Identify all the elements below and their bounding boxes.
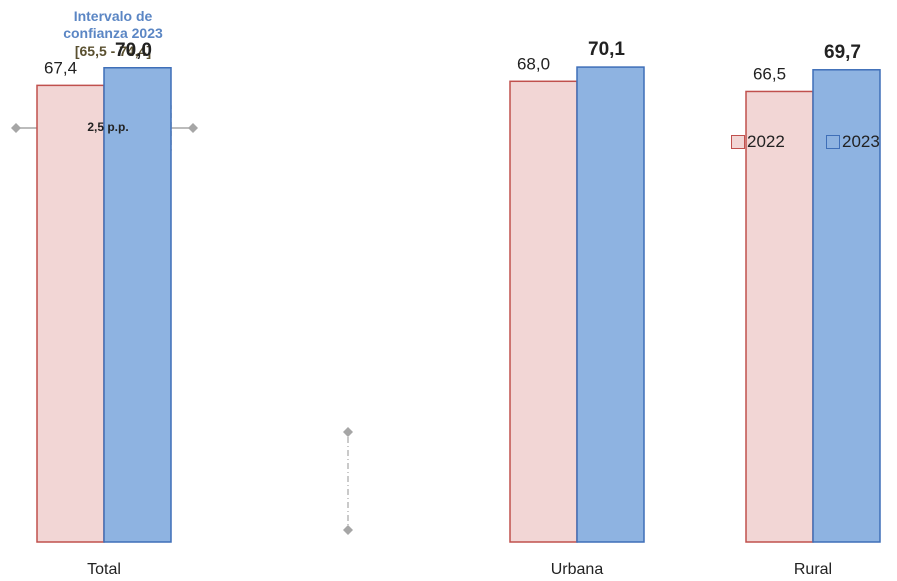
legend-swatch-2022 <box>731 135 745 149</box>
ci-title-line2: confianza 2023 <box>63 25 163 41</box>
bars-group: 67,4 70,0 Total 68,0 70,1 Urbana 66,5 69,7 Rural <box>36 39 881 578</box>
ci-pp-label: 2,5 p.p. <box>87 120 129 134</box>
separator-top-diamond-icon <box>343 427 353 437</box>
separator <box>343 427 353 535</box>
separator-bottom-diamond-icon <box>343 525 353 535</box>
data-label-total-2023: 70,0 <box>115 40 152 61</box>
bar-urbana-2023 <box>576 66 645 543</box>
bar-total-2023 <box>103 67 172 543</box>
category-label-urbana: Urbana <box>551 561 604 578</box>
confidence-interval-range: [65,5 - 74,4] <box>74 43 152 59</box>
data-label-rural-2023: 69,7 <box>824 42 861 63</box>
category-label-total: Total <box>87 561 121 578</box>
data-label-urbana-2022: 68,0 <box>517 54 550 73</box>
bar-total-2022 <box>36 84 105 543</box>
bar-urbana-2022 <box>509 80 578 543</box>
data-label-total-2022: 67,4 <box>44 58 77 77</box>
bar-rural-2023 <box>812 69 881 543</box>
category-label-rural: Rural <box>794 561 832 578</box>
legend-swatch-2023 <box>826 135 840 149</box>
data-label-urbana-2023: 70,1 <box>588 39 625 60</box>
legend-label-2022: 2022 <box>747 132 785 151</box>
bar-rural-2022 <box>745 90 814 543</box>
legend-item-2022: 2022 <box>731 132 785 152</box>
data-label-rural-2022: 66,5 <box>753 64 786 83</box>
legend-label-2023: 2023 <box>842 132 880 151</box>
ci-title-line1: Intervalo de <box>73 8 153 24</box>
legend-item-2023: 2023 <box>826 132 880 152</box>
ci-right-diamond-icon <box>188 123 198 133</box>
ci-left-diamond-icon <box>11 123 21 133</box>
confidence-interval-title: Intervalo de confianza 2023 <box>38 8 188 42</box>
